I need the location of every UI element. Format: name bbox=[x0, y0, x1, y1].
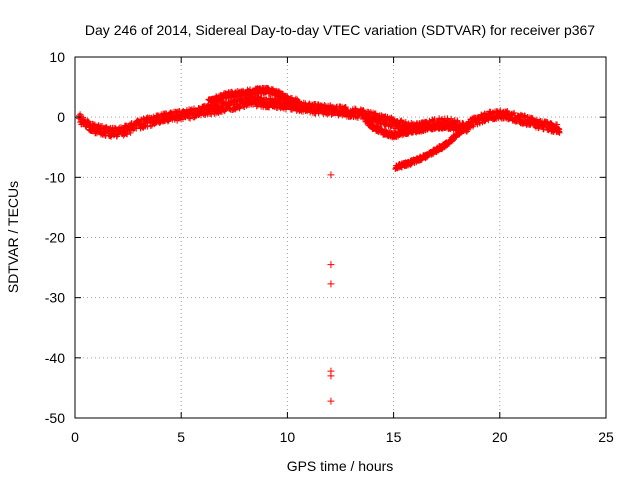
x-axis-label: GPS time / hours bbox=[287, 458, 394, 474]
data-point bbox=[327, 397, 335, 405]
x-tick-label: 10 bbox=[280, 429, 296, 445]
data-point bbox=[327, 280, 335, 288]
data-point bbox=[144, 123, 151, 130]
data-point bbox=[294, 97, 301, 104]
data-point bbox=[131, 124, 138, 131]
data-point bbox=[556, 126, 563, 133]
y-tick-label: 10 bbox=[49, 49, 65, 65]
x-tick-label: 20 bbox=[492, 429, 508, 445]
x-tick-label: 0 bbox=[71, 429, 79, 445]
y-tick-label: 0 bbox=[57, 109, 65, 125]
data-point bbox=[342, 104, 349, 111]
data-point bbox=[247, 86, 254, 93]
y-tick-label: -20 bbox=[45, 230, 65, 246]
data-point bbox=[123, 131, 130, 138]
y-tick-label: -50 bbox=[45, 410, 65, 426]
data-point bbox=[187, 115, 194, 122]
x-tick-label: 25 bbox=[598, 429, 614, 445]
data-point bbox=[107, 132, 114, 139]
data-point bbox=[85, 118, 92, 125]
y-axis-label: SDTVAR / TECUs bbox=[5, 181, 21, 293]
data-point bbox=[327, 261, 335, 269]
x-tick-label: 5 bbox=[177, 429, 185, 445]
data-point bbox=[431, 116, 438, 123]
chart-title: Day 246 of 2014, Sidereal Day-to-day VTE… bbox=[85, 22, 595, 38]
data-point bbox=[555, 127, 562, 134]
data-point bbox=[327, 372, 335, 380]
y-tick-label: -40 bbox=[45, 350, 65, 366]
data-point bbox=[511, 109, 518, 116]
data-point bbox=[382, 122, 389, 129]
x-tick-label: 15 bbox=[386, 429, 402, 445]
data-point bbox=[212, 98, 219, 105]
data-point bbox=[470, 123, 477, 130]
data-point bbox=[463, 126, 470, 133]
data-point bbox=[327, 171, 335, 179]
y-tick-label: -10 bbox=[45, 169, 65, 185]
data-points bbox=[75, 84, 563, 405]
data-point bbox=[510, 111, 517, 118]
axis-ticks: 0 5 10 15 20 25 -50 -40 -30 -20 -10 0 10 bbox=[45, 49, 614, 445]
y-tick-label: -30 bbox=[45, 290, 65, 306]
data-point bbox=[360, 107, 367, 114]
